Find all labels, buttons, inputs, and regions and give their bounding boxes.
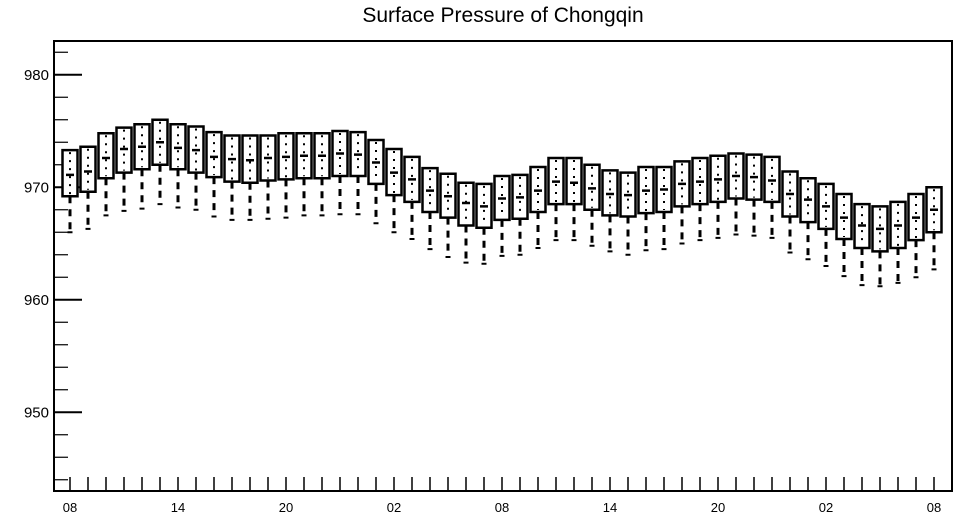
- x-tick-label: 14: [171, 500, 185, 515]
- box: [493, 174, 511, 257]
- box-series: [61, 118, 943, 288]
- box: [331, 129, 349, 216]
- box: [169, 123, 187, 209]
- box: [835, 192, 853, 278]
- box: [907, 192, 925, 279]
- box: [889, 200, 907, 284]
- box: [403, 155, 421, 240]
- box: [709, 154, 727, 239]
- box: [421, 166, 439, 251]
- box: [637, 165, 655, 252]
- box: [241, 134, 259, 221]
- x-tick-label: 20: [279, 500, 293, 515]
- box: [853, 202, 871, 287]
- box: [187, 125, 205, 211]
- x-tick-label: 08: [495, 500, 509, 515]
- box: [565, 156, 583, 242]
- box: [799, 177, 817, 261]
- chart-title: Surface Pressure of Chongqin: [362, 4, 643, 27]
- y-tick-label: 970: [24, 179, 49, 196]
- box: [745, 153, 763, 237]
- y-tick-label: 950: [24, 404, 49, 421]
- box: [655, 165, 673, 251]
- x-tick-label: 20: [711, 500, 725, 515]
- box: [691, 156, 709, 242]
- box: [529, 165, 547, 249]
- box: [61, 148, 79, 234]
- box: [619, 171, 637, 256]
- box: [259, 134, 277, 220]
- box-body: [565, 156, 583, 206]
- box: [349, 130, 367, 216]
- box: [385, 147, 403, 234]
- y-tick-label: 960: [24, 292, 49, 309]
- box: [475, 182, 493, 265]
- box: [727, 152, 745, 236]
- box: [223, 134, 241, 221]
- box: [547, 156, 565, 242]
- box: [763, 155, 781, 239]
- box: [925, 186, 943, 271]
- x-tick-label: 08: [63, 500, 77, 515]
- box: [457, 181, 475, 264]
- box-body: [205, 130, 223, 179]
- box: [673, 160, 691, 245]
- y-axis: 950 960 970 980: [24, 51, 82, 481]
- box-body: [79, 145, 97, 193]
- box: [205, 130, 223, 218]
- box: [367, 138, 385, 225]
- x-axis: 08 14 20 02 08 14 20 02 08: [63, 477, 941, 515]
- box: [115, 126, 133, 212]
- box: [511, 173, 529, 256]
- box: [295, 132, 313, 217]
- box: [439, 172, 457, 258]
- y-tick-label: 980: [24, 67, 49, 84]
- box: [79, 145, 97, 230]
- box: [871, 205, 889, 288]
- box: [151, 118, 169, 206]
- box: [583, 163, 601, 247]
- box: [817, 182, 835, 267]
- x-tick-label: 14: [603, 500, 617, 515]
- box-body: [97, 132, 115, 180]
- box-body: [61, 148, 79, 198]
- x-tick-label: 08: [927, 500, 941, 515]
- box: [313, 132, 331, 217]
- plot-frame: [53, 40, 953, 492]
- box: [133, 123, 151, 210]
- box: [277, 132, 295, 219]
- box: [781, 170, 799, 254]
- x-tick-label: 02: [819, 500, 833, 515]
- box: [97, 132, 115, 217]
- x-tick-label: 02: [387, 500, 401, 515]
- box: [601, 169, 619, 253]
